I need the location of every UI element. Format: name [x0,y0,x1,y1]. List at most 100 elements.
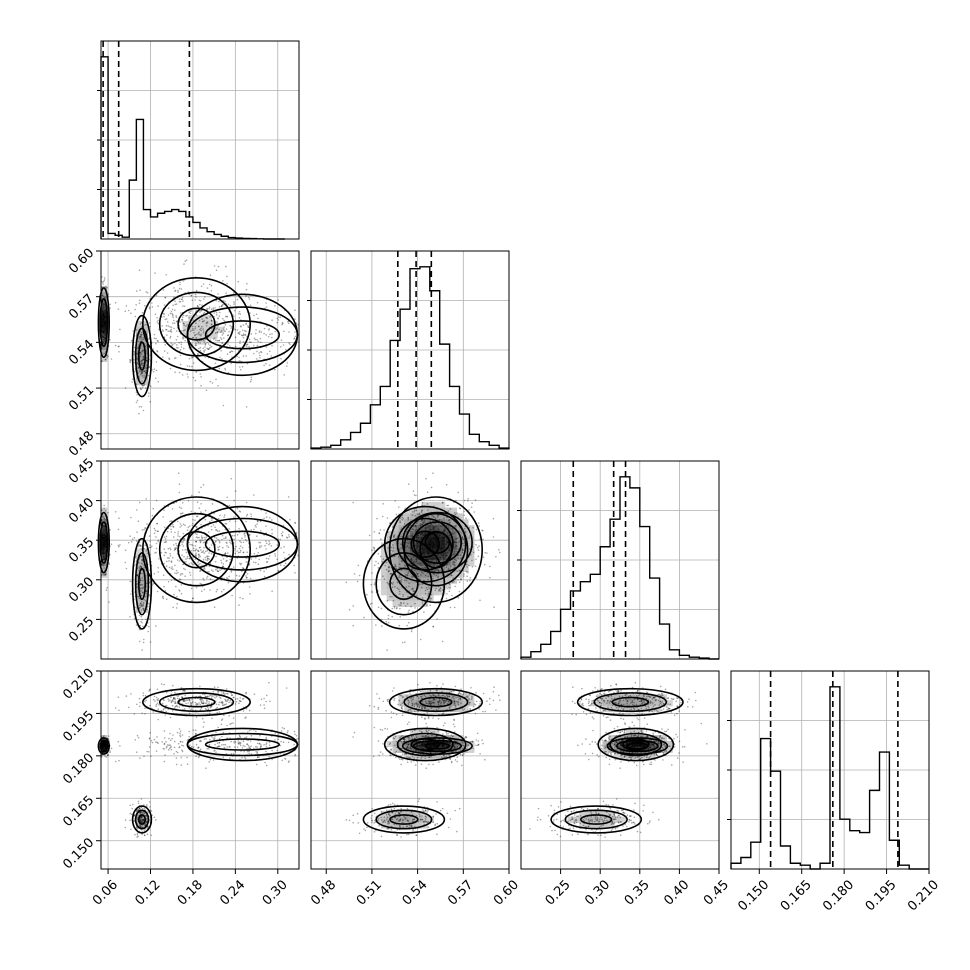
panel-1-0-sample-point [222,317,224,320]
panel-3-0-density-cell [101,746,108,753]
panel-3-0-sample-point [145,699,147,702]
panel-3-1-density-cell [404,740,411,748]
panel-2-1-sample-point [433,563,435,566]
panel-2-1-sample-point [463,514,466,516]
panel-2-0-sample-point [192,519,194,521]
panel-2-1-sample-point [408,546,410,549]
panel-2-0-sample-point [143,609,145,612]
panel-2-1-sample-point [453,532,456,534]
panel-1-0-sample-point [161,329,164,331]
panel-1-0-sample-point [242,334,245,337]
panel-1-0-sample-point [156,350,159,353]
panel-2-0-sample-point [102,532,105,535]
panel-2-1-sample-point [412,528,415,531]
panel-2-1-density-cell [398,519,405,526]
panel-1-0-sample-point [203,319,206,322]
panel-3-0-sample-point [136,832,139,835]
panel-2-1-density-cell [415,530,423,538]
panel-3-1-density-cell [444,746,452,753]
panel-1-0-sample-point [136,352,138,355]
panel-2-0-sample-point [265,557,268,560]
panel-2-0-sample-point [103,529,106,532]
panel-2-0-sample-point [142,591,144,594]
panel-2-0-sample-point [163,541,166,544]
panel-2-0-sample-point [109,529,111,531]
panel-3-1-density-cell [415,700,423,707]
panel-1-0-sample-point [102,315,104,317]
panel-2-1-sample-point [461,542,464,545]
panel-1-0-sample-point [220,331,222,333]
panel-2-1-density-cell [450,507,458,514]
panel-1-0-sample-point [102,307,104,309]
panel-1-0-sample-point [227,303,230,306]
panel-1-0-sample-point [146,291,149,294]
panel-1-0-sample-point [195,296,197,298]
panel-1-0-sample-point [201,304,203,307]
panel-2-1-sample-point [424,574,427,577]
panel-1-0-sample-point [142,349,145,351]
panel-2-1-sample-point [453,551,456,553]
panel-1-0-sample-point [215,311,218,314]
panel-2-0-sample-point [191,522,194,525]
panel-2-0-sample-point [146,552,149,554]
panel-1-0-sample-point [233,309,236,312]
panel-2-1-sample-point [464,531,467,534]
panel-2-0-sample-point [225,560,227,562]
panel-2-1-sample-point [430,597,433,600]
panel-1-0-sample-point [165,318,168,320]
panel-2-0-sample-point [184,568,186,571]
panel-1-0-sample-point [217,317,219,320]
panel-1-0-sample-point [208,348,210,350]
panel-1-0-sample-point [157,340,159,343]
panel-2-0-sample-point [271,528,273,531]
panel-1-0-sample-point [169,335,172,338]
panel-1-0-sample-point [150,385,152,388]
panel-2-1-sample-point [422,551,425,553]
panel-1-0-sample-point [138,335,141,338]
panel-1-0-sample-point [166,334,168,336]
panel-2-1-sample-point [461,551,464,554]
panel-2-0-sample-point [104,519,106,521]
panel-2-1-sample-point [391,607,394,610]
panel-2-0-sample-point [183,539,185,542]
panel-2-1-sample-point [426,588,429,591]
panel-2-1-density-cell [410,507,417,514]
panel-1-0-sample-point [226,282,228,285]
panel-1-0-sample-point [180,318,183,321]
panel-1-0-sample-point [194,334,196,336]
panel-1-0-sample-point [140,361,143,364]
panel-1-0-sample-point [224,369,227,371]
panel-2-0-sample-point [103,542,105,544]
panel-2-0-sample-point [206,577,208,579]
panel-2-1-sample-point [428,528,431,530]
panel-3-2-density-cell [602,822,609,829]
panel-2-1-sample-point [457,597,460,599]
panel-2-0-sample-point [216,567,219,570]
panel-2-0-sample-point [221,534,224,537]
panel-2-1-sample-point [399,593,401,595]
panel-2-1-sample-point [431,525,434,527]
panel-1-0-sample-point [138,269,141,272]
panel-2-1-sample-point [387,570,390,573]
panel-2-1-sample-point [470,506,473,509]
panel-2-1-density-cell [421,594,428,602]
panel-2-0-sample-point [104,538,107,540]
panel-2-0-sample-point [136,586,138,588]
panel-3-1-density-cell [450,740,458,748]
panel-1-0-density-cell [101,297,108,304]
panel-2-1-sample-point [432,472,434,475]
panel-2-0-sample-point [195,548,198,550]
panel-1-0-sample-point [145,359,148,362]
panel-1-0-sample-point [181,318,184,321]
panel-1-0-sample-point [245,345,248,348]
panel-2-1-density-cell [421,507,428,514]
panel-2-0-sample-point [103,556,105,558]
panel-1-0-sample-point [187,376,189,378]
panel-1-0-sample-point [186,373,189,375]
panel-2-0-sample-point [238,547,241,550]
panel-2-0-sample-point [129,616,131,618]
panel-1-0-sample-point [188,311,190,314]
panel-1-0-sample-point [141,371,143,374]
panel-2-1-sample-point [429,544,432,546]
panel-3-1-density-cell [410,816,417,823]
